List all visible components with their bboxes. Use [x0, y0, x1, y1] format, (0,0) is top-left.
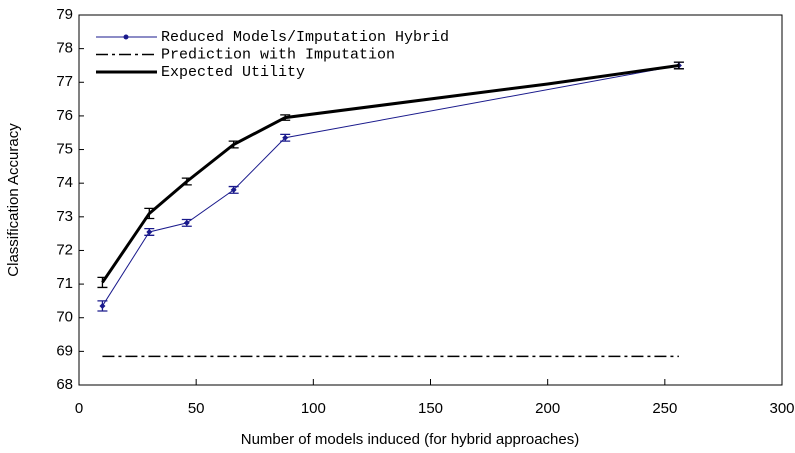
y-tick-label: 79 [56, 6, 73, 23]
y-tick-label: 73 [56, 208, 73, 225]
y-tick-label: 77 [56, 73, 73, 90]
y-tick-label: 71 [56, 275, 73, 292]
error-bar [673, 61, 684, 70]
x-tick-label: 200 [535, 400, 560, 417]
error-bar [228, 140, 239, 149]
y-tick-label: 70 [56, 309, 73, 326]
series-line [102, 64, 679, 307]
point-marker [230, 186, 237, 193]
x-axis-label: Number of models induced (for hybrid app… [241, 431, 580, 448]
x-tick-label: 100 [301, 400, 326, 417]
error-bar [97, 276, 108, 289]
legend-marker [123, 34, 129, 40]
legend-label: Reduced Models/Imputation Hybrid [161, 29, 449, 46]
series-line [101, 63, 680, 284]
x-tick-label: 300 [769, 400, 794, 417]
y-tick-label: 74 [56, 174, 73, 191]
point-marker [183, 219, 190, 226]
error-bar [144, 207, 155, 220]
error-bar [181, 177, 192, 186]
y-tick-label: 69 [56, 342, 73, 359]
y-tick-label: 68 [56, 376, 73, 393]
y-axis-label: Classification Accuracy [5, 123, 22, 277]
y-tick-label: 72 [56, 241, 73, 258]
x-tick-label: 150 [418, 400, 443, 417]
legend-label: Expected Utility [161, 64, 305, 81]
point-marker [99, 302, 106, 309]
x-tick-label: 250 [652, 400, 677, 417]
legend-label: Prediction with Imputation [161, 46, 395, 63]
y-tick-label: 75 [56, 141, 73, 158]
y-tick-label: 78 [56, 40, 73, 57]
y-tick-label: 76 [56, 107, 73, 124]
point-marker [282, 134, 289, 141]
point-marker [146, 228, 153, 235]
error-bar [280, 114, 291, 121]
x-tick-label: 0 [75, 400, 83, 417]
x-tick-label: 50 [188, 400, 205, 417]
